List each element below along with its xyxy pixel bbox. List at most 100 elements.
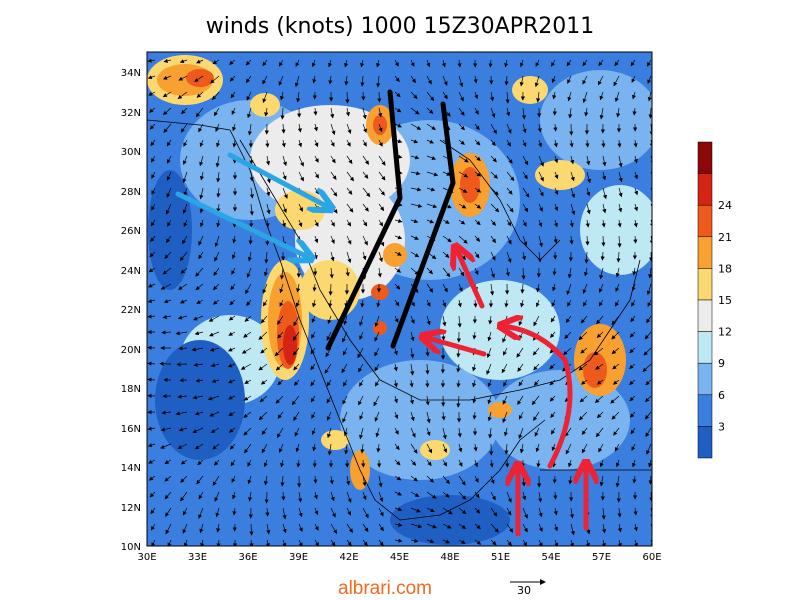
wind-vector xyxy=(617,235,622,248)
wind-vector xyxy=(578,363,588,371)
wind-vector xyxy=(310,347,316,355)
wind-vector xyxy=(346,539,352,546)
wind-vector xyxy=(567,299,572,307)
wind-vector xyxy=(473,443,478,452)
wind-vector xyxy=(394,123,402,128)
wind-vector xyxy=(410,203,423,208)
wind-vector xyxy=(362,523,369,533)
lon-tick: 39E xyxy=(289,552,308,563)
wind-vector xyxy=(538,219,543,228)
wind-vector xyxy=(378,171,386,181)
red-arrow xyxy=(502,326,573,469)
wind-vector xyxy=(410,538,419,543)
wind-vector xyxy=(538,235,543,248)
wind-vector xyxy=(504,443,509,455)
wind-vector xyxy=(518,411,524,420)
wind-vector xyxy=(280,459,285,468)
wind-vector xyxy=(629,379,636,385)
wind-vector xyxy=(533,363,540,371)
wind-vector xyxy=(426,155,437,160)
wind-vector xyxy=(596,331,604,338)
wind-vector xyxy=(393,395,398,404)
longitude-axis: 30E 33E 36E 39E 42E 45E 48E 51E 54E 57E … xyxy=(137,552,661,563)
wind-vector xyxy=(570,203,576,216)
wind-vector xyxy=(458,475,466,486)
wind-vector xyxy=(377,91,382,103)
wind-vector xyxy=(538,523,543,533)
wind-vector xyxy=(262,283,268,294)
wind-vector xyxy=(215,507,220,518)
wind-vector xyxy=(296,91,301,103)
wind-vector xyxy=(442,283,448,293)
wind-vector xyxy=(311,331,316,339)
wind-vector xyxy=(377,267,382,278)
wind-vector xyxy=(228,411,236,416)
wind-vector xyxy=(232,507,237,516)
wind-vector xyxy=(149,123,156,130)
wind-vector xyxy=(147,75,156,80)
wind-vector xyxy=(645,379,652,386)
wind-vector xyxy=(410,219,419,224)
wind-vector xyxy=(568,107,573,119)
colorbar-swatch xyxy=(697,204,713,238)
wind-vector xyxy=(634,187,639,196)
wind-vector xyxy=(442,75,448,86)
wind-vector xyxy=(277,331,284,339)
wind-vector xyxy=(564,331,572,340)
wind-vector xyxy=(313,123,318,132)
wind-vector xyxy=(506,251,512,264)
wind-vector xyxy=(522,491,527,501)
wind-vector xyxy=(296,459,301,468)
wind-vector xyxy=(504,59,509,68)
wind-vector xyxy=(425,363,430,375)
wind-vector xyxy=(360,75,365,87)
wind-vector xyxy=(163,58,172,63)
wind-vector xyxy=(162,91,172,98)
wind-vector xyxy=(296,283,301,293)
wind-vector xyxy=(502,411,508,423)
wind-vector xyxy=(538,171,544,182)
wind-vector xyxy=(148,475,156,481)
wind-vector xyxy=(426,459,432,467)
wind-vector xyxy=(426,219,435,224)
wind-vector xyxy=(263,459,268,468)
wind-vector xyxy=(394,218,403,223)
wind-vector xyxy=(229,443,236,450)
wind-vector xyxy=(312,443,317,452)
lat-tick: 24N xyxy=(121,266,141,277)
wind-vector xyxy=(194,443,204,450)
wind-vector xyxy=(490,219,496,226)
wind-vector xyxy=(262,75,268,85)
wind-vector xyxy=(231,267,236,275)
wind-vector xyxy=(166,187,172,198)
wind-vector xyxy=(538,491,543,503)
wind-vector xyxy=(394,522,403,527)
wind-vector xyxy=(358,395,364,406)
wind-vector xyxy=(247,123,252,136)
wind-vector xyxy=(613,427,620,436)
wind-vector xyxy=(358,363,364,373)
wind-vector xyxy=(409,379,414,388)
wind-vector xyxy=(550,411,556,419)
wind-vector xyxy=(522,155,529,166)
wind-vector xyxy=(298,539,303,546)
wind-vector xyxy=(281,491,286,501)
wind-vector xyxy=(521,267,526,280)
wind-vector xyxy=(585,139,590,148)
wind-vector xyxy=(362,139,367,147)
wind-vector xyxy=(166,155,172,164)
wind-vector xyxy=(195,267,204,277)
wind-vector xyxy=(248,491,253,502)
wind-vector xyxy=(215,155,220,168)
wind-vector xyxy=(330,539,336,546)
wind-vector xyxy=(633,155,638,164)
wind-vector xyxy=(375,379,380,387)
wind-vector xyxy=(614,59,620,67)
wind-vector xyxy=(565,443,572,455)
wind-vector xyxy=(490,171,498,179)
wind-vector xyxy=(263,267,268,277)
wind-vector xyxy=(394,411,399,420)
wind-vector xyxy=(359,411,364,421)
wind-vector xyxy=(245,283,252,295)
wind-vector xyxy=(374,411,380,422)
